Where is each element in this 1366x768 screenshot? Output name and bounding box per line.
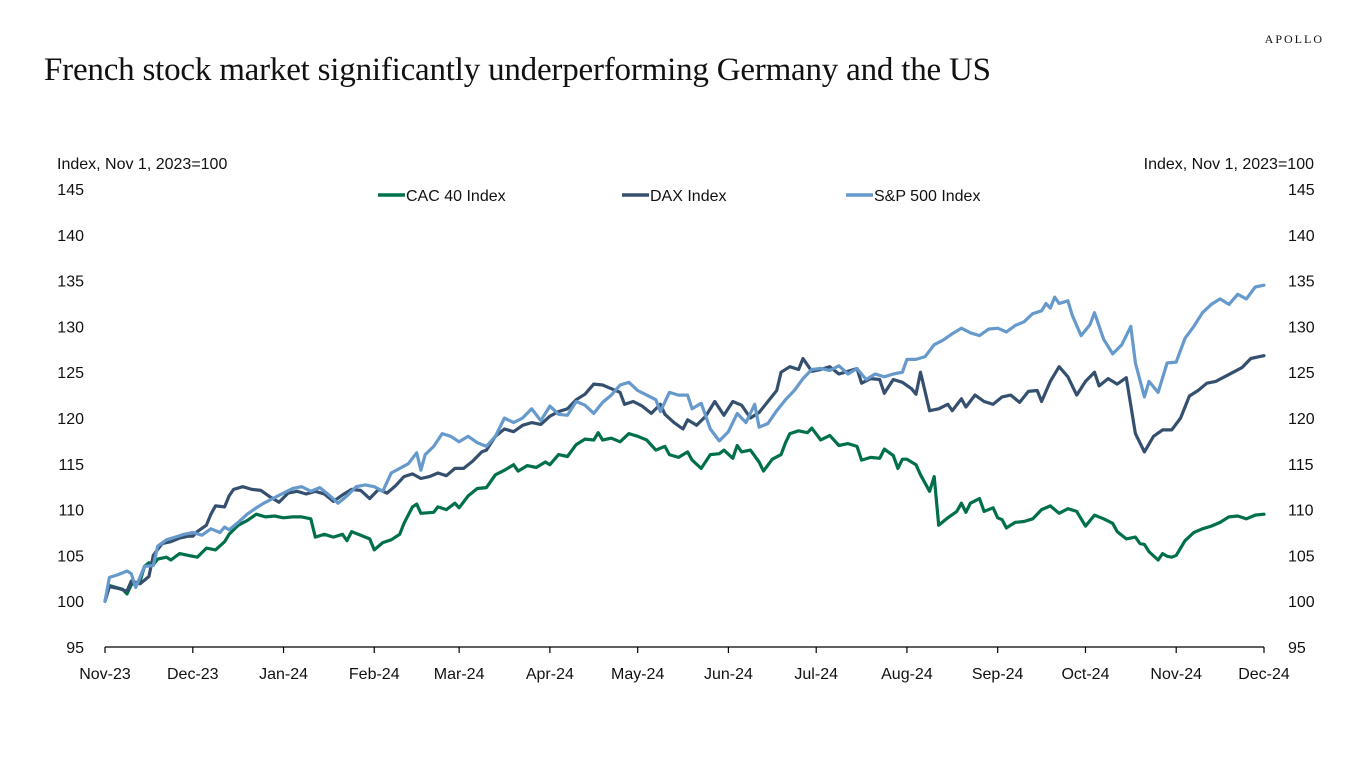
y-tick-label-left: 120 (57, 411, 84, 428)
legend-label: S&P 500 Index (874, 188, 980, 205)
legend: CAC 40 Index DAX Index S&P 500 Index (378, 188, 980, 205)
y-tick-label-left: 130 (57, 319, 84, 336)
y-tick-label-left: 135 (57, 274, 84, 291)
series-line-cac-40-index (103, 426, 1266, 603)
x-tick-label: Mar-24 (434, 666, 485, 683)
y-tick-label-right: 110 (1288, 503, 1314, 520)
legend-item: DAX Index (622, 188, 726, 205)
legend-label: CAC 40 Index (406, 188, 506, 205)
y-tick-label-left: 110 (58, 503, 84, 520)
x-tick-label: Nov-23 (79, 666, 131, 683)
x-tick-label: Sep-24 (972, 666, 1024, 683)
x-tick-label: Nov-24 (1150, 666, 1202, 683)
x-tick-label: Dec-23 (167, 666, 219, 683)
y-tick-label-right: 130 (1288, 319, 1315, 336)
x-tick-label: May-24 (611, 666, 664, 683)
x-tick-label: Jan-24 (259, 666, 308, 683)
y-tick-label-left: 125 (57, 365, 84, 382)
y-tick-label-left: 115 (58, 457, 84, 474)
y-tick-label-right: 145 (1288, 182, 1315, 199)
y-tick-label-left: 100 (57, 594, 84, 611)
y-tick-label-left: 140 (57, 228, 84, 245)
x-axis: Nov-23 Dec-23 Jan-24 Feb-24 Mar-24 Apr-24 May-… (79, 646, 1290, 683)
x-tick-label: Aug-24 (881, 666, 933, 683)
series-line-dax-index (103, 354, 1266, 603)
y-tick-label-right: 100 (1288, 594, 1315, 611)
x-tick-label: Dec-24 (1238, 666, 1290, 683)
series-lines (103, 283, 1266, 603)
x-tick-label: Oct-24 (1061, 666, 1109, 683)
right-axis-label: Index, Nov 1, 2023=100 (1143, 156, 1314, 173)
x-tick-label: Jul-24 (794, 666, 838, 683)
y-axis-right: 95 100 105 110 115 120 125 130 135 140 145 (1288, 182, 1315, 657)
legend-item: S&P 500 Index (846, 188, 980, 205)
y-tick-label-left: 145 (57, 182, 84, 199)
y-tick-label-right: 120 (1288, 411, 1315, 428)
chart-title: French stock market significantly underp… (44, 52, 991, 88)
y-tick-label-right: 125 (1288, 365, 1315, 382)
y-tick-label-right: 115 (1288, 457, 1314, 474)
y-tick-label-left: 95 (66, 640, 84, 657)
apollo-logo: APOLLO (1264, 32, 1324, 46)
y-axis-left: 95 100 105 110 115 120 125 130 135 140 145 (57, 182, 84, 657)
x-tick-label: Feb-24 (349, 666, 400, 683)
series-line-s-p-500-index (103, 283, 1266, 603)
y-tick-label-right: 135 (1288, 274, 1315, 291)
left-axis-label: Index, Nov 1, 2023=100 (57, 156, 228, 173)
x-tick-label: Apr-24 (526, 666, 574, 683)
y-tick-label-right: 105 (1288, 548, 1315, 565)
y-tick-label-right: 140 (1288, 228, 1315, 245)
y-tick-label-right: 95 (1288, 640, 1306, 657)
y-tick-label-left: 105 (57, 548, 84, 565)
legend-label: DAX Index (650, 188, 726, 205)
legend-item: CAC 40 Index (378, 188, 506, 205)
x-tick-label: Jun-24 (704, 666, 753, 683)
